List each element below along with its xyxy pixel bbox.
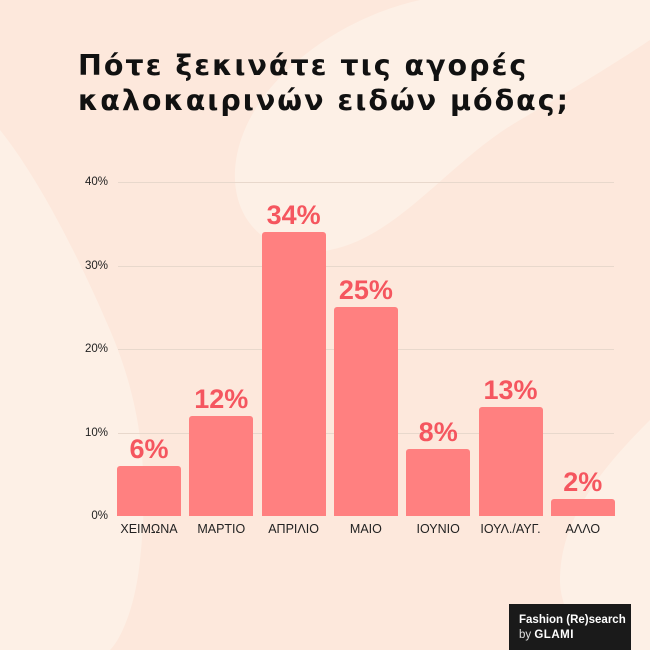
bar-value-label: 13% [483, 375, 538, 406]
bar [406, 449, 471, 516]
bar-value-label: 12% [194, 383, 249, 414]
title-line-2: καλοκαιρινών ειδών μόδας; [78, 84, 571, 117]
page-title: Πότε ξεκινάτε τις αγορές καλοκαιρινών ει… [78, 48, 618, 118]
x-axis-category-label: ΙΟΥΛ./ΑΥΓ. [480, 522, 541, 536]
x-axis-category-label: ΙΟΥΝΙΟ [416, 522, 460, 536]
x-axis-category-label: ΧΕΙΜΩΝΑ [120, 522, 178, 536]
x-axis-category-label: ΑΛΛΟ [565, 522, 601, 536]
y-axis-tick: 30% [84, 259, 108, 272]
y-axis-tick: 10% [84, 426, 108, 439]
brand-badge: Fashion (Re)search by GLAMI [509, 604, 631, 650]
bar [189, 415, 254, 516]
y-axis-tick: 20% [84, 343, 108, 355]
bar-value-label: 25% [338, 275, 393, 306]
brand-title: Fashion (Re)search [519, 614, 626, 626]
title-line-1: Πότε ξεκινάτε τις αγορές [78, 49, 529, 82]
x-axis-category-label: ΜΑΡΤΙΟ [197, 522, 246, 536]
bar-value-label: 6% [129, 433, 169, 464]
x-axis-category-label: ΜΑΙΟ [349, 522, 382, 536]
bar-value-label: 34% [266, 200, 321, 231]
bar-value-label: 8% [418, 417, 458, 448]
brand-subtitle: by GLAMI [519, 627, 631, 643]
bar [478, 407, 543, 516]
y-axis-tick: 40% [84, 176, 108, 188]
bar [333, 307, 398, 516]
gridline [118, 265, 614, 267]
bar [261, 232, 326, 516]
bar [550, 499, 615, 516]
gridline [118, 182, 614, 183]
bar [117, 465, 181, 516]
x-axis-category-label: ΑΠΡΙΛΙΟ [268, 522, 319, 536]
brand-logo-text: GLAMI [534, 629, 574, 641]
y-axis-tick: 0% [91, 510, 108, 522]
bar-value-label: 2% [563, 467, 603, 498]
brand-by: by [519, 629, 532, 641]
